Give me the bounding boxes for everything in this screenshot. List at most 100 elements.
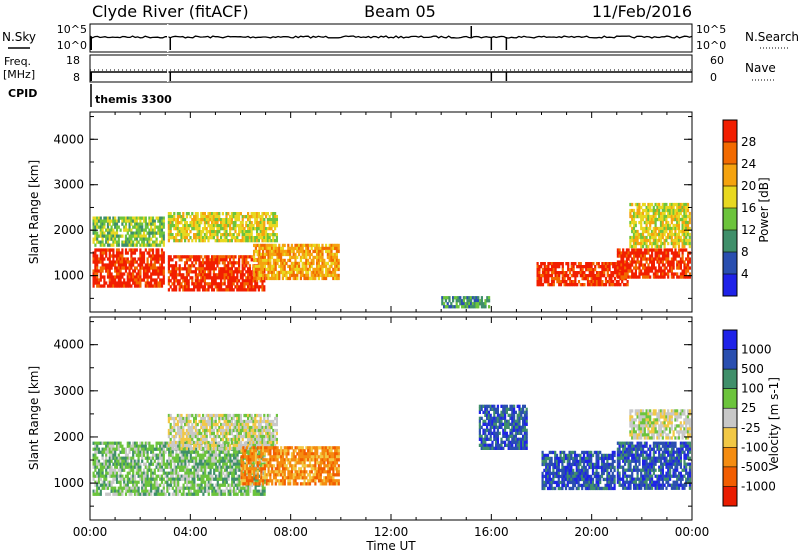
colorbar-tick-label: 24 (741, 157, 756, 171)
heatmap-cell (243, 285, 246, 289)
heatmap-cell (303, 261, 306, 266)
heatmap-cell (323, 246, 326, 251)
heatmap-cell (257, 215, 260, 219)
heatmap-cell (114, 492, 117, 496)
heatmap-cell (218, 224, 221, 228)
heatmap-cell (128, 284, 131, 288)
heatmap-cell (668, 211, 672, 216)
heatmap-cell (133, 462, 137, 466)
heatmap-cell (216, 413, 219, 418)
heatmap-cell (141, 266, 144, 270)
heatmap-cell (211, 416, 214, 421)
heatmap-cell (248, 218, 251, 222)
heatmap-cell (205, 413, 208, 418)
heatmap-cell (115, 275, 119, 279)
heatmap-cell (139, 219, 142, 223)
heatmap-cell (561, 262, 564, 266)
heatmap-cell (681, 238, 684, 243)
heatmap-cell (649, 257, 652, 261)
heatmap-cell (229, 486, 232, 490)
heatmap-cell (670, 235, 673, 240)
heatmap-cell (124, 269, 128, 273)
heatmap-cell (450, 305, 453, 309)
heatmap-cell (173, 273, 176, 277)
heatmap-cell (173, 483, 176, 487)
heatmap-cell (150, 444, 153, 448)
heatmap-cell (124, 483, 128, 487)
heatmap-cell (194, 215, 197, 219)
heatmap-cell (243, 273, 246, 277)
heatmap-cell (162, 269, 165, 273)
heatmap-cell (663, 275, 666, 279)
heatmap-cell (105, 468, 108, 472)
heatmap-cell (256, 279, 259, 283)
heatmap-cell (117, 272, 120, 276)
heatmap-cell (103, 447, 106, 451)
heatmap-cell (151, 284, 155, 288)
heatmap-cell (101, 260, 104, 264)
heatmap-cell (96, 462, 99, 466)
heatmap-cell (604, 262, 608, 266)
heatmap-cell (194, 258, 197, 262)
heatmap-cell (652, 260, 655, 264)
heatmap-cell (196, 486, 200, 490)
heatmap-cell (159, 266, 162, 270)
heatmap-cell (678, 266, 681, 270)
heatmap-cell (117, 234, 120, 238)
heatmap-cell (155, 444, 158, 448)
heatmap-cell (595, 277, 599, 281)
heatmap-cell (231, 483, 234, 487)
heatmap-cell (139, 462, 142, 466)
heatmap-cell (257, 224, 260, 228)
heatmap-cell (155, 216, 158, 220)
heatmap-cell (547, 262, 550, 266)
heatmap-cell (110, 489, 113, 493)
heatmap-cell (543, 277, 546, 281)
heatmap-cell (227, 285, 230, 289)
heatmap-cell (126, 260, 129, 264)
heatmap-cell (278, 252, 281, 257)
heatmap-cell (269, 270, 272, 275)
heatmap-cell (216, 230, 219, 234)
heatmap-cell (162, 257, 165, 261)
heatmap-cell (631, 244, 634, 249)
heatmap-cell (169, 416, 172, 421)
heatmap-cell (464, 302, 467, 306)
heatmap-cell (241, 288, 244, 292)
heatmap-cell (207, 413, 210, 418)
heatmap-cell (234, 224, 237, 228)
heatmap-cell (157, 465, 160, 469)
heatmap-cell (207, 422, 210, 427)
heatmap-cell (234, 215, 237, 219)
heatmap-cell (636, 257, 639, 261)
heatmap-cell (117, 489, 120, 493)
heatmap-cell (207, 264, 210, 268)
heatmap-cell (563, 271, 566, 275)
heatmap-cell (202, 270, 205, 274)
heatmap-cell (209, 465, 212, 469)
heatmap-cell (656, 208, 659, 213)
heatmap-cell (200, 279, 203, 283)
heatmap-cell (335, 249, 338, 254)
heatmap-cell (536, 265, 539, 269)
heatmap-cell (198, 483, 201, 487)
heatmap-cell (686, 208, 690, 213)
heatmap-cell (110, 228, 113, 232)
heatmap-cell (169, 471, 173, 475)
heatmap-cell (209, 471, 212, 475)
heatmap-cell (225, 465, 228, 469)
heatmap-cell (241, 224, 244, 228)
heatmap-cell (225, 419, 228, 424)
heatmap-cell (307, 258, 310, 263)
heatmap-cell (209, 261, 212, 265)
heatmap-cell (232, 270, 235, 274)
heatmap-cell (576, 274, 579, 278)
heatmap-cell (112, 234, 115, 238)
heatmap-cell (103, 465, 106, 469)
heatmap-cell (272, 261, 275, 266)
heatmap-cell (135, 248, 138, 252)
heatmap-cell (227, 288, 230, 292)
heatmap-cell (225, 422, 228, 427)
heatmap-cell (178, 474, 182, 478)
heatmap-cell (169, 431, 172, 436)
